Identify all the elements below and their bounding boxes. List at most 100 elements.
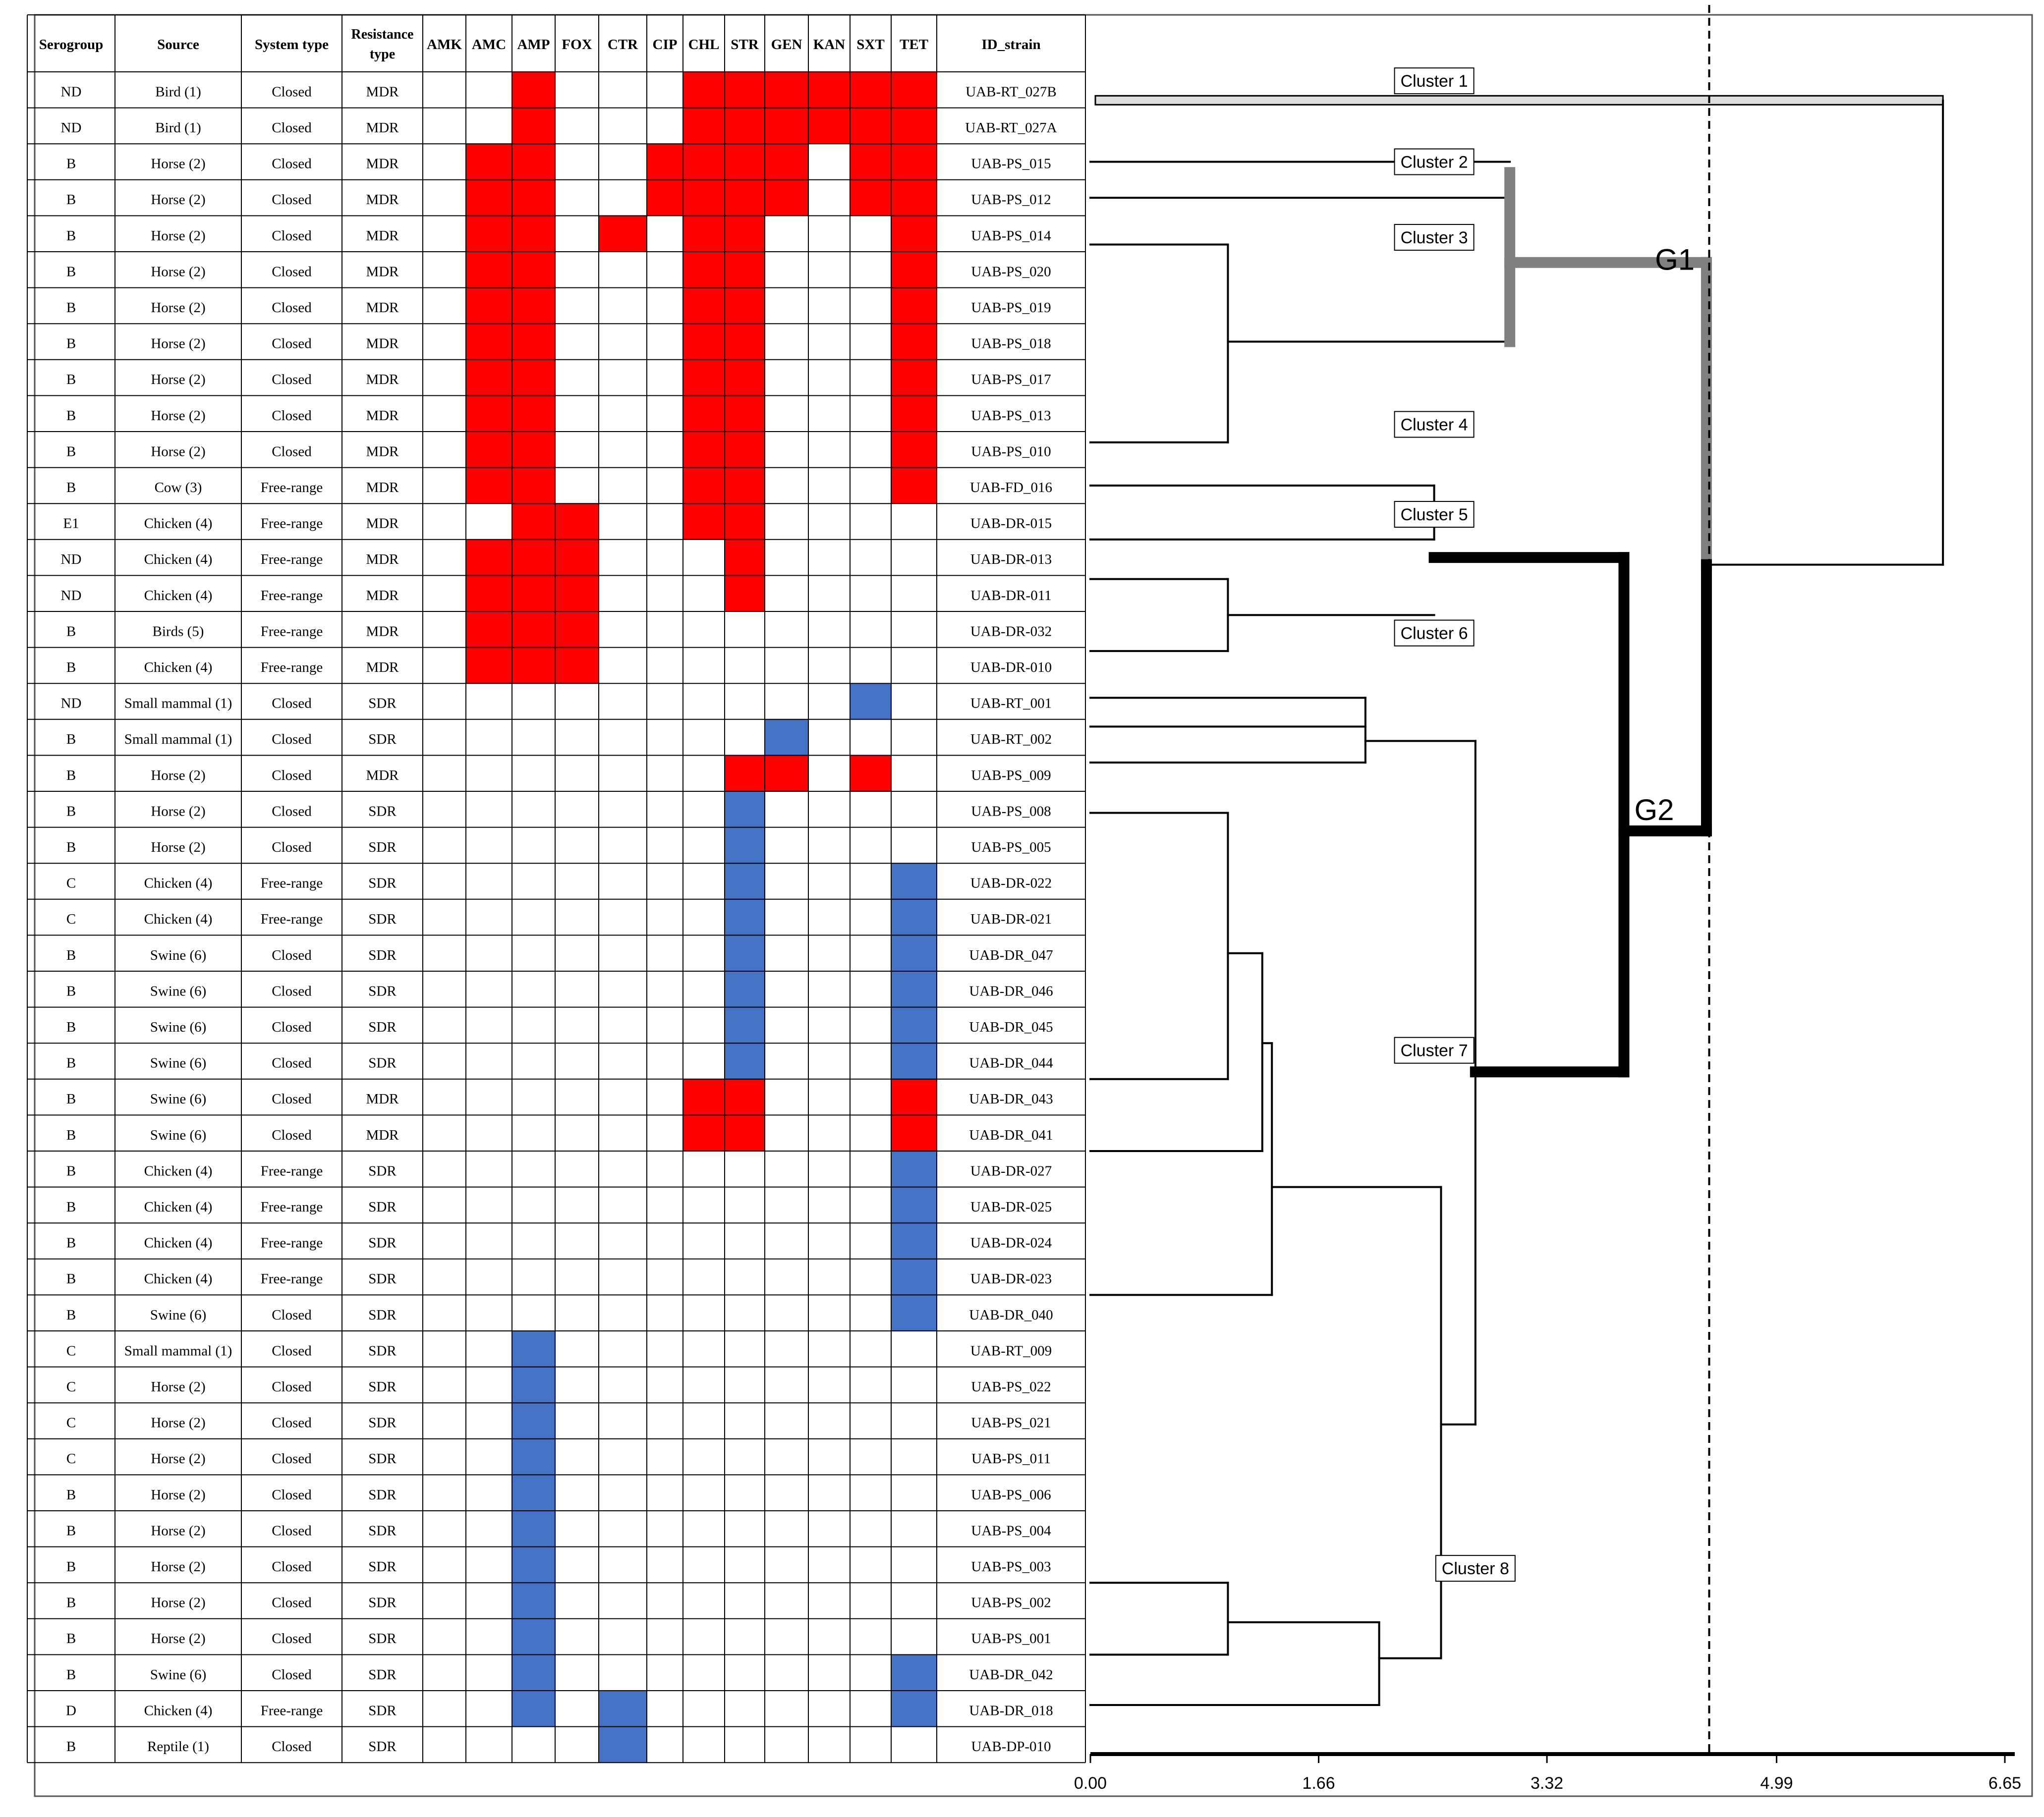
table-cell-text: SDR bbox=[368, 1271, 397, 1287]
table-cell-text: Chicken (4) bbox=[144, 516, 213, 532]
table-cell-text: Small mammal (1) bbox=[124, 1343, 232, 1359]
strain-id: UAB-RT_027A bbox=[965, 120, 1057, 136]
resistance-cell bbox=[466, 539, 512, 576]
table-header: Resistance bbox=[351, 27, 414, 42]
resistance-cell bbox=[725, 1115, 765, 1151]
table-cell-text: Horse (2) bbox=[151, 300, 205, 316]
table-cell-text: C bbox=[66, 911, 76, 927]
table-cell-text: Closed bbox=[272, 1091, 312, 1107]
table-cell-text: Free-range bbox=[261, 876, 323, 891]
table-cell-text: SDR bbox=[368, 1163, 397, 1179]
table-header: FOX bbox=[562, 37, 592, 53]
resistance-cell bbox=[891, 1187, 937, 1223]
table-cell-text: MDR bbox=[366, 551, 399, 567]
table-cell-text: B bbox=[66, 1667, 76, 1683]
table-cell-text: SDR bbox=[368, 803, 397, 819]
resistance-cell bbox=[725, 179, 765, 216]
resistance-cell bbox=[512, 287, 555, 324]
strain-id: UAB-RT_001 bbox=[970, 696, 1052, 712]
resistance-cell bbox=[555, 611, 599, 648]
resistance-cell bbox=[683, 72, 725, 108]
resistance-cell bbox=[850, 755, 891, 791]
resistance-cell bbox=[725, 863, 765, 899]
table-cell-text: Chicken (4) bbox=[144, 1199, 213, 1215]
x-tick-label: 4.99 bbox=[1760, 1774, 1793, 1793]
resistance-cell bbox=[599, 1691, 647, 1727]
resistance-cell bbox=[683, 144, 725, 180]
table-cell-text: SDR bbox=[368, 1235, 397, 1251]
resistance-cell bbox=[512, 1654, 555, 1691]
table-cell-text: B bbox=[66, 768, 76, 783]
table-cell-text: Closed bbox=[272, 1343, 312, 1359]
resistance-cell bbox=[725, 108, 765, 144]
table-cell-text: Swine (6) bbox=[150, 1019, 207, 1035]
resistance-cell bbox=[647, 144, 683, 180]
table-cell-text: B bbox=[66, 660, 76, 675]
resistance-cell bbox=[891, 287, 937, 324]
table-cell-text: B bbox=[66, 1127, 76, 1143]
table-cell-text: MDR bbox=[366, 372, 399, 387]
resistance-cell bbox=[512, 395, 555, 432]
resistance-cell bbox=[555, 539, 599, 576]
table-cell-text: Closed bbox=[272, 947, 312, 963]
table-cell-text: Closed bbox=[272, 264, 312, 279]
table-header: CIP bbox=[653, 37, 678, 53]
resistance-cell bbox=[850, 72, 891, 108]
strain-id: UAB-DR_047 bbox=[969, 947, 1053, 963]
resistance-cell bbox=[512, 539, 555, 576]
table-cell-text: Closed bbox=[272, 768, 312, 783]
resistance-cell bbox=[466, 395, 512, 432]
table-cell-text: Horse (2) bbox=[151, 1595, 205, 1611]
table-cell-text: SDR bbox=[368, 1523, 397, 1539]
table-cell-text: Free-range bbox=[261, 1163, 323, 1179]
table-cell-text: Chicken (4) bbox=[144, 1271, 213, 1287]
strain-id: UAB-PS_006 bbox=[971, 1487, 1051, 1503]
resistance-cell bbox=[891, 1223, 937, 1259]
table-cell-text: E1 bbox=[63, 516, 79, 532]
table-cell-text: C bbox=[66, 1379, 76, 1395]
resistance-cell bbox=[850, 144, 891, 180]
strain-id: UAB-PS_011 bbox=[971, 1451, 1051, 1467]
strain-id: UAB-RT_027B bbox=[965, 84, 1057, 100]
cluster-label-box bbox=[1394, 500, 1475, 528]
table-cell-text: Closed bbox=[272, 731, 312, 747]
cluster-label: Cluster 2 bbox=[1401, 153, 1468, 172]
resistance-cell bbox=[683, 179, 725, 216]
resistance-cell bbox=[512, 575, 555, 611]
resistance-cell bbox=[765, 108, 808, 144]
table-cell-text: Free-range bbox=[261, 480, 323, 496]
resistance-cell bbox=[891, 1654, 937, 1691]
table-header: AMK bbox=[427, 37, 462, 53]
resistance-cell bbox=[512, 647, 555, 684]
table-cell-text: Closed bbox=[272, 192, 312, 208]
strain-id: UAB-PS_001 bbox=[971, 1631, 1051, 1647]
table-cell-text: Bird (1) bbox=[155, 120, 201, 136]
table-cell-text: Swine (6) bbox=[150, 1127, 207, 1143]
table-cell-text: B bbox=[66, 1019, 76, 1035]
resistance-cell bbox=[647, 179, 683, 216]
table-cell-text: Closed bbox=[272, 1523, 312, 1539]
table-header: CHL bbox=[688, 37, 720, 53]
table-cell-text: Swine (6) bbox=[150, 983, 207, 999]
cluster-label-box bbox=[1394, 148, 1475, 175]
table-cell-text: Horse (2) bbox=[151, 1415, 205, 1431]
table-cell-text: Horse (2) bbox=[151, 1559, 205, 1575]
table-cell-text: B bbox=[66, 1631, 76, 1647]
resistance-cell bbox=[725, 432, 765, 468]
table-cell-text: Closed bbox=[272, 1307, 312, 1323]
resistance-cell bbox=[512, 1331, 555, 1367]
strain-id: UAB-PS_017 bbox=[971, 372, 1051, 387]
table-header: Serogroup bbox=[39, 37, 103, 53]
table-cell-text: ND bbox=[61, 551, 82, 567]
table-cell-text: SDR bbox=[368, 1703, 397, 1718]
table-header: CTR bbox=[608, 37, 638, 53]
table-cell-text: C bbox=[66, 1343, 76, 1359]
table-cell-text: MDR bbox=[366, 1127, 399, 1143]
table-cell-text: Horse (2) bbox=[151, 768, 205, 783]
resistance-cell bbox=[466, 179, 512, 216]
resistance-cell bbox=[725, 827, 765, 864]
table-cell-text: MDR bbox=[366, 192, 399, 208]
table-cell-text: B bbox=[66, 1523, 76, 1539]
table-cell-text: SDR bbox=[368, 1631, 397, 1647]
resistance-cell bbox=[765, 179, 808, 216]
